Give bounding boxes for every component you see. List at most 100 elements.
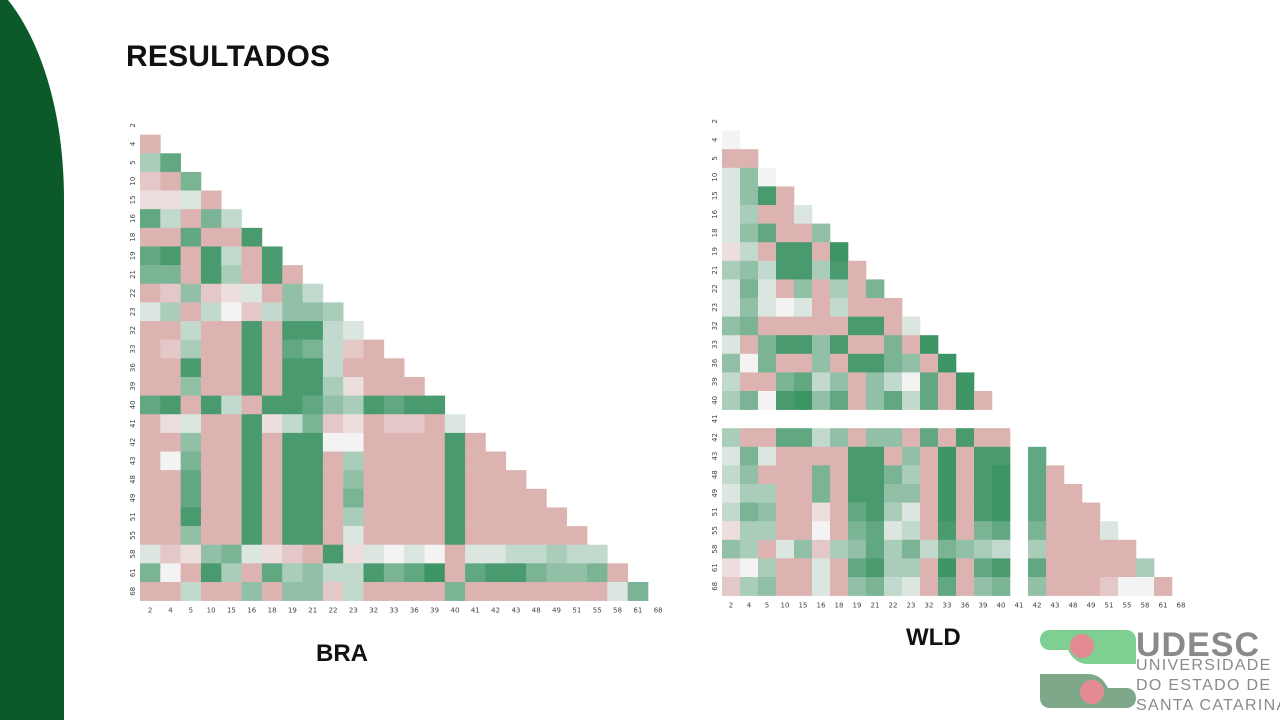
heatmap-cell [322,488,344,508]
heatmap-cell [505,544,527,564]
heatmap-cell [180,432,202,452]
heatmap-cell [722,223,741,243]
heatmap-cell [302,563,324,583]
heatmap-cell [866,298,885,317]
heatmap-cell [776,446,795,466]
heatmap-bra: 2451015161819212223323336394041424348495… [129,123,663,615]
heatmap-cell [526,544,547,564]
heatmap-cell [322,339,344,359]
heatmap-cell [1136,577,1155,596]
y-tick-label: 15 [129,195,137,204]
heatmap-cell [866,428,885,448]
heatmap-cell [776,484,795,503]
heatmap-cell [200,227,222,247]
heatmap-cell [830,521,849,541]
heatmap-cell [956,521,975,541]
heatmap-cell [740,186,759,206]
heatmap-cell [505,582,527,601]
heatmap-cell [241,488,263,508]
heatmap-cell [200,432,222,452]
heatmap-cell [160,171,181,191]
heatmap-cell [794,316,813,336]
heatmap-cell [241,507,263,527]
heatmap-cell [902,465,921,485]
heatmap-cell [485,488,507,508]
x-tick-label: 19 [853,602,862,610]
heatmap-cell [956,502,975,522]
heatmap-cell [424,470,446,490]
heatmap-cell [221,563,242,583]
heatmap-cell [444,563,466,583]
heatmap-cell [180,209,202,229]
y-tick-label: 42 [711,433,719,442]
heatmap-cell [485,526,507,546]
heatmap-cell [884,428,903,448]
heatmap-cell [302,432,324,452]
heatmap-cell [794,372,813,392]
x-tick-label: 51 [1105,602,1114,610]
heatmap-cell [444,488,466,508]
heatmap-cell [794,242,813,262]
heatmap-cell [920,428,939,448]
heatmap-cell [261,339,283,359]
heatmap-cell [221,582,242,601]
heatmap-cell [812,484,831,503]
heatmap-cell [992,558,1011,578]
heatmap-cell [938,446,957,466]
heatmap-cell [180,395,202,415]
heatmap-cell [812,372,831,392]
heatmap-cell [404,526,425,546]
heatmap-cell [758,539,777,559]
heatmap-cell [974,391,993,410]
heatmap-cell [160,358,181,378]
heatmap-cell [830,242,849,262]
heatmap-cell [884,316,903,336]
y-tick-label: 68 [711,582,719,591]
heatmap-cell [776,391,795,410]
heatmap-cell [444,526,466,546]
heatmap-cell [938,502,957,522]
heatmap-cell [343,321,364,340]
heatmap-cell [830,353,849,373]
heatmap-cell [444,451,466,471]
heatmap-cell [404,563,425,583]
y-tick-label: 16 [711,209,719,218]
y-tick-label: 18 [129,233,137,242]
heatmap-cell [830,502,849,522]
heatmap-cell [722,465,741,485]
y-tick-label: 41 [129,419,137,428]
heatmap-cell [180,544,202,564]
heatmap-cell [776,465,795,485]
heatmap-cell [282,376,303,396]
heatmap-cell [140,563,161,583]
heatmap-cell [587,563,608,583]
x-tick-label: 16 [247,607,256,615]
heatmap-cell [140,414,161,434]
heatmap-cell [1100,539,1119,559]
udesc-emblem-icon [1040,630,1136,708]
heatmap-cell [776,353,795,373]
heatmap-cell [140,488,161,508]
heatmap-cell [383,432,405,452]
heatmap-cell [920,521,939,541]
heatmap-cell [830,428,849,448]
y-tick-label: 48 [129,475,137,484]
heatmap-cell [956,558,975,578]
y-tick-label: 5 [129,160,137,164]
heatmap-cell [1064,539,1083,559]
heatmap-cell [1136,558,1155,578]
heatmap-cell [938,428,957,448]
heatmap-cell [866,446,885,466]
heatmap-cell [740,335,759,355]
heatmap-cell [902,391,921,410]
heatmap-cell [160,302,181,322]
heatmap-cell [383,507,405,527]
heatmap-cell [1046,539,1065,559]
heatmap-cell [992,484,1011,503]
heatmap-cell [302,283,324,303]
heatmap-cell [866,372,885,392]
x-tick-label: 22 [329,607,338,615]
heatmap-cell [261,470,283,490]
y-tick-label: 55 [129,531,137,540]
heatmap-cell [404,376,425,396]
